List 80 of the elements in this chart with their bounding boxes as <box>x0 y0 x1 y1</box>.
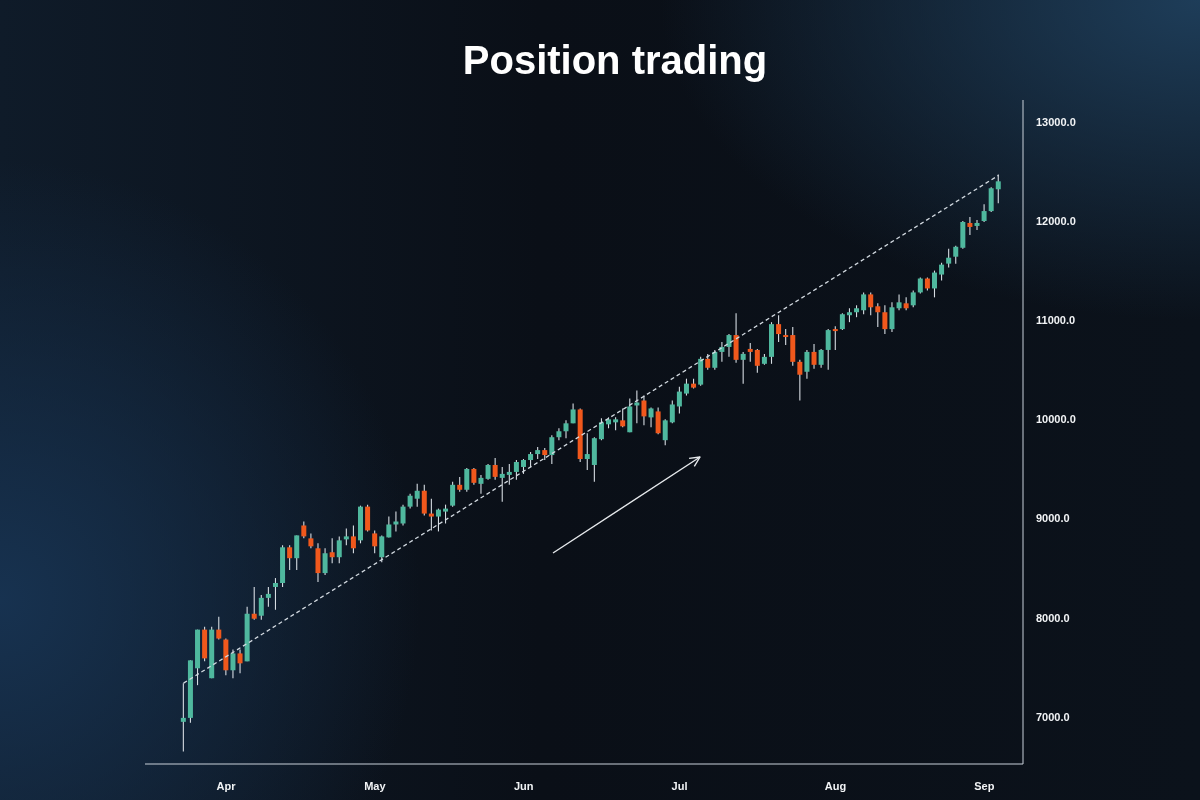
candlestick <box>372 529 378 554</box>
candlestick <box>350 524 356 554</box>
candlestick <box>747 342 753 363</box>
y-tick-label: 13000.0 <box>1036 115 1076 128</box>
candlestick <box>634 390 640 424</box>
chart-title: Position trading <box>461 37 769 84</box>
candlestick <box>237 648 243 674</box>
candlestick <box>620 407 626 428</box>
y-tick-label: 9000.0 <box>1036 512 1070 525</box>
candlestick <box>818 348 824 369</box>
candlestick <box>414 483 420 508</box>
candlestick <box>598 417 604 441</box>
candlestick <box>861 291 867 315</box>
x-tick-label: Aug <box>824 779 847 792</box>
y-tick-label: 7000.0 <box>1036 710 1070 723</box>
x-tick-label: May <box>364 779 387 792</box>
candlestick <box>464 467 470 493</box>
candlestick <box>421 484 427 517</box>
y-tick-label: 11000.0 <box>1036 314 1076 327</box>
y-tick-label: 8000.0 <box>1036 611 1070 624</box>
candlestick <box>804 349 810 380</box>
candlestick <box>726 333 732 358</box>
candlestick <box>287 544 293 571</box>
candlestick <box>272 577 278 611</box>
candlestick <box>676 386 682 414</box>
candlestick <box>365 504 371 532</box>
candlestick <box>889 301 895 333</box>
candlestick <box>478 474 484 495</box>
candlestick <box>946 248 952 269</box>
candlestick <box>435 508 441 532</box>
candlestick <box>797 359 803 402</box>
candlestick <box>967 216 973 236</box>
candlestick <box>931 270 937 298</box>
candlestick <box>648 406 654 428</box>
candlestick <box>811 343 817 370</box>
candlestick <box>825 328 831 371</box>
candlestick <box>428 498 434 531</box>
candlestick <box>513 459 519 481</box>
candlestick <box>754 348 760 374</box>
candlestick <box>216 616 222 641</box>
candlestick <box>556 427 562 441</box>
candlestick <box>265 586 271 608</box>
x-tick-label: Jun <box>513 779 534 792</box>
candlestick <box>875 302 881 328</box>
y-tick-label: 12000.0 <box>1036 214 1076 227</box>
x-tick-label: Sep <box>974 779 995 792</box>
candlestick <box>641 395 647 426</box>
candlestick <box>379 534 385 563</box>
candlestick <box>329 537 335 564</box>
candlestick <box>903 296 909 311</box>
candlestick <box>506 463 512 486</box>
candlestick <box>400 504 406 527</box>
candlestick <box>988 186 994 213</box>
candlestick <box>974 219 980 231</box>
candlestick <box>740 351 746 385</box>
candlestick <box>492 457 498 481</box>
candlestick <box>712 349 718 371</box>
candlestick <box>584 432 590 471</box>
candlestick <box>322 547 328 576</box>
candlestick <box>563 419 569 439</box>
candlestick <box>868 291 874 316</box>
candlestick <box>450 481 456 508</box>
x-tick-label: Jul <box>671 779 688 792</box>
candlestick <box>549 434 555 465</box>
candlestick <box>258 594 264 621</box>
candlestick <box>669 399 675 424</box>
candlestick <box>251 586 257 621</box>
candlestick <box>294 534 300 571</box>
x-tick-label: Apr <box>216 779 237 792</box>
candlestick <box>882 304 888 335</box>
candlestick <box>336 535 342 564</box>
candlestick <box>655 406 661 435</box>
y-tick-label: 10000.0 <box>1036 413 1076 426</box>
candlestick <box>499 466 505 503</box>
candlestick <box>443 504 449 525</box>
candlestick <box>662 418 668 446</box>
candlestick <box>896 293 902 311</box>
candlestick <box>832 325 838 351</box>
candlestick <box>776 314 782 343</box>
candlestick <box>230 648 236 679</box>
